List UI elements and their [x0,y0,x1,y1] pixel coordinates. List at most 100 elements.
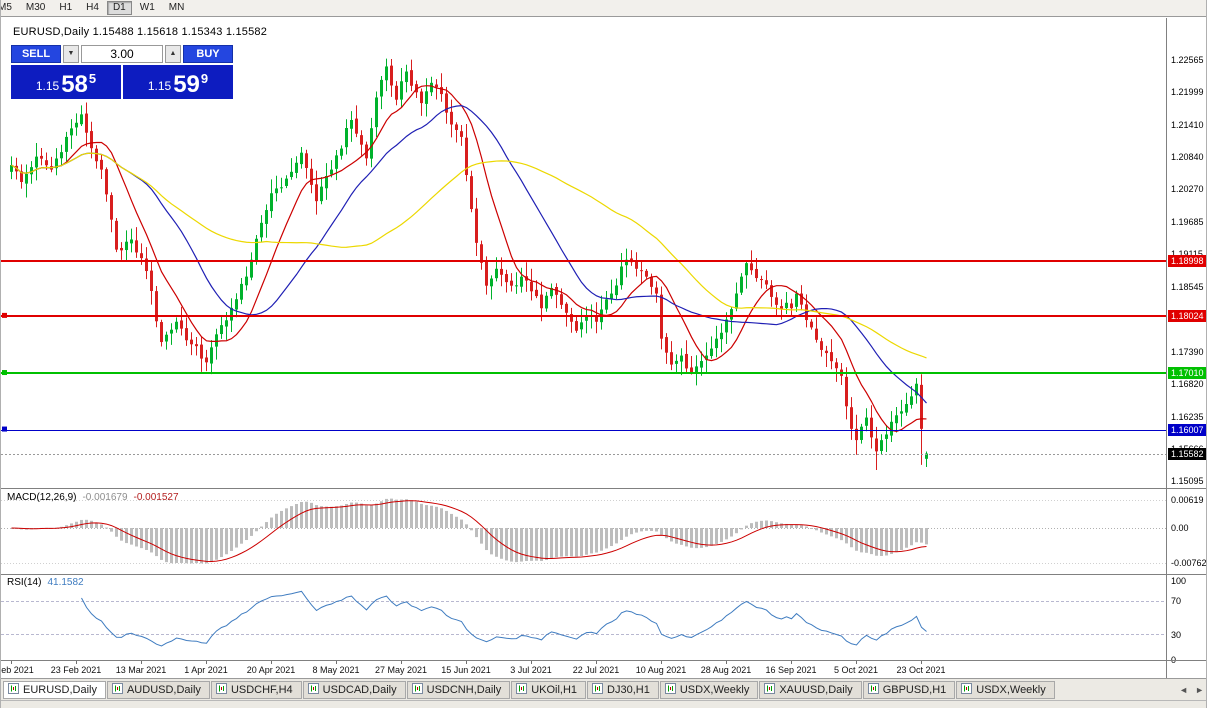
date-label: 5 Oct 2021 [833,665,879,675]
chart-tab-audusd-daily[interactable]: AUDUSD,Daily [106,680,210,699]
chart-tab-label: EURUSD,Daily [23,683,97,696]
macd-indicator-canvas[interactable] [1,490,1166,573]
date-label: 1 Apr 2021 [184,665,228,675]
date-label: 20 Apr 2021 [246,665,296,675]
timeframe-button-mn[interactable]: MN [163,1,191,15]
chart-icon [307,682,319,697]
price-axis[interactable]: 1.22565 1.21999 1.21410 1.20840 1.20270 1.196… [1166,18,1207,678]
chart-icon [867,682,879,697]
panel-divider[interactable] [1,574,1206,575]
chart-icon [961,682,973,697]
chart-tab-label: USDCAD,Daily [322,683,397,696]
price-axis-tick: 1.15095 [1171,475,1204,486]
chart-icon [764,682,776,697]
panel-divider[interactable] [1,488,1206,489]
bid-price-big: 58 [61,71,88,98]
arrow-down-icon: ▼ [67,50,75,57]
price-axis-tick: 1.21999 [1171,86,1204,97]
volume-increase-button[interactable]: ▲ [165,45,181,63]
date-axis-border [1,660,1206,661]
price-axis-tick: 1.16235 [1171,411,1204,422]
chart-tab-label: USDX,Weekly [976,683,1046,696]
timeframe-button-d1[interactable]: D1 [106,1,132,15]
date-label: 13 Mar 2021 [115,665,167,675]
price-axis-tick: 1.20270 [1171,184,1204,195]
date-tickmark [596,661,597,664]
timeframe-button-h4[interactable]: H4 [80,1,105,15]
date-label: 23 Feb 2021 [50,665,102,675]
current-price-badge: 1.15582 [1168,447,1206,460]
bid-price-prefix: 1.15 [35,79,60,93]
chart-ohlc-title: EURUSD,Daily 1.15488 1.15618 1.15343 1.1… [13,26,268,38]
price-axis-tick: 1.16820 [1171,378,1204,389]
macd-axis-tick: 0.00 [1171,523,1189,533]
rsi-indicator-canvas[interactable] [1,575,1166,660]
chart-tab-label: USDCHF,H4 [230,683,293,696]
timeframe-button-h1[interactable]: H1 [53,1,78,15]
chart-tab-gbpusd-h1[interactable]: GBPUSD,H1 [862,680,956,699]
chart-tab-usdx-weekly[interactable]: USDX,Weekly [659,680,759,699]
date-label: 22 Jul 2021 [572,665,620,675]
sell-button[interactable]: SELL [11,45,61,63]
chart-tab-eurusd-daily[interactable]: EURUSD,Daily [3,680,106,699]
date-tickmark [271,661,272,664]
chart-icon [592,682,604,697]
rsi-axis-tick: 100 [1171,576,1187,586]
chart-tab-usdcnh-daily[interactable]: USDCNH,Daily [406,680,511,699]
scroll-right-button[interactable]: ► [1195,685,1204,695]
level-price-badge: 1.16007 [1168,423,1206,436]
chart-tab-usdcad-daily[interactable]: USDCAD,Daily [302,680,406,699]
chart-tab-label: DJ30,H1 [607,683,650,696]
scroll-left-button[interactable]: ◄ [1179,685,1189,695]
status-strip [1,700,1206,708]
chart-tab-ukoil-h1[interactable]: UKOil,H1 [511,680,587,699]
chart-tabs-bar: EURUSD,Daily AUDUSD,Daily USDCHF,H4 USDCAD,… [1,678,1206,701]
macd-axis-tick: 0.00619 [1171,494,1204,505]
ask-price-big: 59 [173,71,200,98]
macd-axis-tick: -0.00762 [1171,557,1207,568]
chart-tab-label: AUDUSD,Daily [126,683,201,696]
price-axis-tick: 1.22565 [1171,54,1204,65]
chart-icon [111,682,123,697]
date-tickmark [76,661,77,664]
tab-scroll-arrows: ◄ ► [1179,679,1204,701]
chart-tab-xauusd-daily[interactable]: XAUUSD,Daily [759,680,862,699]
chart-area: EURUSD,Daily 1.15488 1.15618 1.15343 1.1… [1,18,1207,678]
date-tickmark [791,661,792,664]
ask-price-prefix: 1.15 [147,79,172,93]
date-tickmark [401,661,402,664]
ask-price-display[interactable]: 1.15 59 9 [123,65,233,99]
timeframe-button-m5[interactable]: M5 [1,1,18,15]
date-tickmark [856,661,857,664]
level-price-badge: 1.18024 [1168,309,1206,322]
chart-tab-dj30-h1[interactable]: DJ30,H1 [587,680,659,699]
macd-name: MACD(12,26,9) [7,492,77,503]
chart-icon [516,682,528,697]
date-tickmark [661,661,662,664]
rsi-value: 41.1582 [47,577,84,588]
bid-price-display[interactable]: 1.15 58 5 [11,65,121,99]
chart-tab-label: USDX,Weekly [679,683,750,696]
volume-decrease-button[interactable]: ▼ [63,45,79,63]
date-label: 15 Jun 2021 [441,665,491,675]
date-label: 28 Aug 2021 [700,665,752,675]
timeframe-button-w1[interactable]: W1 [134,1,161,15]
chart-tab-label: USDCNH,Daily [426,683,502,696]
volume-input[interactable] [81,45,163,63]
chart-tab-usdx-weekly[interactable]: USDX,Weekly [956,680,1055,699]
level-price-badge: 1.17010 [1168,367,1206,380]
date-tickmark [206,661,207,664]
buy-button[interactable]: BUY [183,45,233,63]
timeframe-button-m30[interactable]: M30 [20,1,51,15]
date-axis[interactable]: 4 Feb 2021 23 Feb 2021 13 Mar 2021 1 Apr 20… [1,661,1166,678]
macd-label: MACD(12,26,9) -0.001679 -0.001527 [7,492,179,503]
date-tickmark [466,661,467,664]
price-axis-tick: 1.19115 [1171,249,1203,259]
rsi-label: RSI(14) 41.1582 [7,577,84,588]
date-label: 27 May 2021 [374,665,428,675]
chart-tab-usdchf-h4[interactable]: USDCHF,H4 [210,680,302,699]
price-axis-tick: 1.18545 [1171,281,1204,292]
price-axis-tick: 1.21410 [1171,120,1204,131]
